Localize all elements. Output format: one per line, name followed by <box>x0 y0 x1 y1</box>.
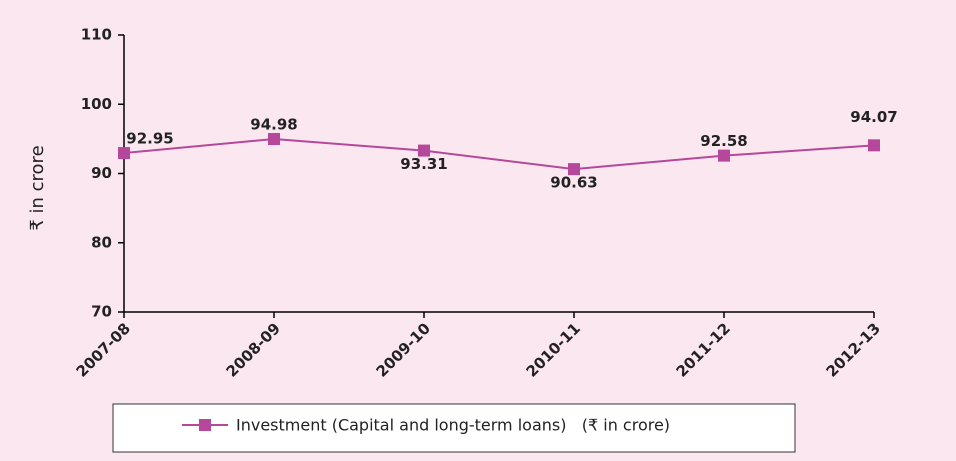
x-tick-label: 2011-12 <box>673 319 734 380</box>
x-tick-label: 2008-09 <box>223 319 284 380</box>
data-label: 94.07 <box>850 108 897 126</box>
y-tick-label: 70 <box>91 303 112 321</box>
legend-label: Investment (Capital and long-term loans)… <box>236 416 670 435</box>
y-axis-label: ₹ in crore <box>27 145 48 230</box>
x-tick-label: 2012-13 <box>823 319 884 380</box>
x-tick-label: 2009-10 <box>373 319 434 380</box>
line <box>123 138 875 171</box>
marker <box>868 139 880 152</box>
data-label: 93.31 <box>400 155 447 173</box>
y-tick-label: 100 <box>81 95 112 113</box>
y-tick-label: 90 <box>91 164 112 182</box>
data-label: 90.63 <box>550 174 597 192</box>
x-tick-label: 2010-11 <box>523 319 584 380</box>
marker <box>568 163 580 176</box>
marker <box>718 149 730 162</box>
legend-marker <box>199 419 211 431</box>
y-tick-label: 80 <box>91 233 112 251</box>
x-tick-label: 2007-08 <box>73 319 134 380</box>
data-label: 92.58 <box>700 132 747 150</box>
y-tick-label: 110 <box>81 26 112 44</box>
marker <box>118 147 130 160</box>
marker <box>418 144 430 157</box>
legend-box <box>112 403 796 453</box>
marker <box>268 133 280 146</box>
data-label: 94.98 <box>250 116 297 134</box>
data-label: 92.95 <box>126 130 173 148</box>
